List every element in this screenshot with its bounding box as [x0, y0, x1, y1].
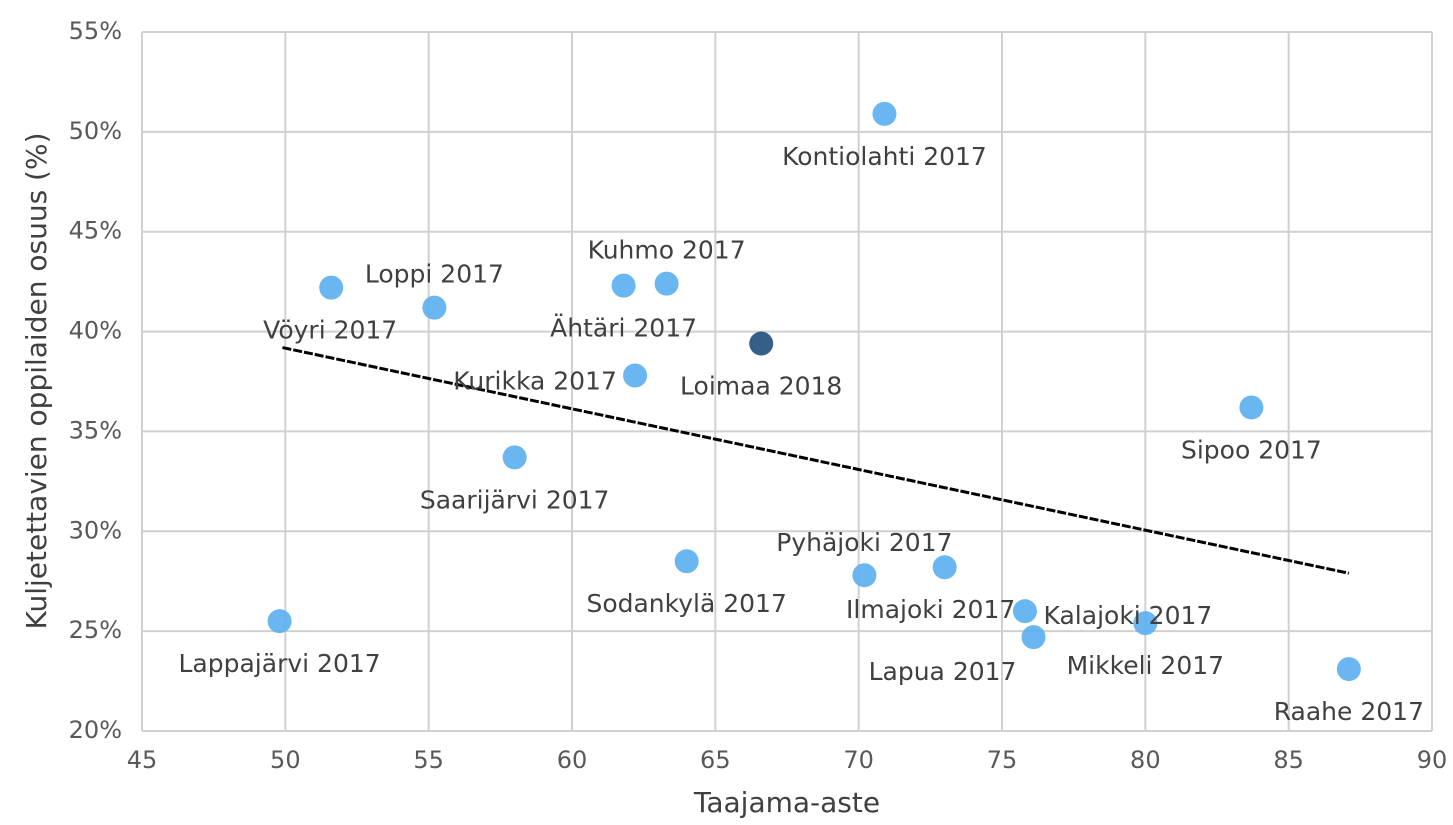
data-point: [852, 563, 877, 588]
y-tick-label: 40%: [69, 317, 122, 345]
data-label: Sipoo 2017: [1181, 435, 1322, 464]
data-point: [1133, 611, 1158, 636]
data-point: [749, 331, 774, 356]
data-point: [1012, 599, 1037, 624]
data-label: Ilmajoki 2017: [846, 595, 1015, 624]
y-tick-label: 30%: [69, 516, 122, 544]
data-label: Kontiolahti 2017: [782, 142, 987, 171]
data-point: [932, 555, 957, 580]
x-tick-label: 70: [843, 746, 874, 774]
y-tick-label: 50%: [69, 117, 122, 145]
data-point: [502, 445, 527, 470]
x-tick-label: 65: [700, 746, 731, 774]
data-point: [267, 609, 292, 634]
data-label: Ähtäri 2017: [550, 314, 697, 343]
data-point: [623, 363, 648, 388]
x-tick-label: 75: [987, 746, 1018, 774]
y-tick-label: 55%: [69, 17, 122, 45]
data-point: [422, 295, 447, 320]
data-point: [1239, 395, 1264, 420]
data-point: [1021, 625, 1046, 650]
y-tick-label: 25%: [69, 616, 122, 644]
x-axis-label: Taajama-aste: [693, 786, 880, 819]
data-label: Lapua 2017: [869, 657, 1017, 686]
data-label: Loimaa 2018: [680, 372, 842, 401]
data-label: Vöyri 2017: [263, 316, 397, 345]
data-point: [654, 271, 679, 296]
y-tick-label: 45%: [69, 217, 122, 245]
data-label: Kurikka 2017: [453, 367, 617, 396]
x-tick-label: 80: [1130, 746, 1161, 774]
data-point: [319, 275, 344, 300]
data-label: Kalajoki 2017: [1044, 601, 1213, 630]
y-tick-label: 20%: [69, 716, 122, 744]
data-label: Raahe 2017: [1274, 697, 1424, 726]
data-label: Lappajärvi 2017: [179, 649, 381, 678]
x-tick-label: 90: [1417, 746, 1448, 774]
data-label: Loppi 2017: [365, 260, 504, 289]
x-tick-label: 55: [413, 746, 444, 774]
data-label: Sodankylä 2017: [586, 589, 786, 618]
data-point: [872, 101, 897, 126]
x-tick-label: 50: [270, 746, 301, 774]
data-label: Kuhmo 2017: [588, 236, 746, 265]
x-tick-label: 45: [127, 746, 158, 774]
trendline: [282, 346, 1350, 575]
data-label: Pyhäjoki 2017: [776, 528, 952, 557]
data-point: [1336, 657, 1361, 682]
y-axis-label: Kuljetettavien oppilaiden osuus (%): [20, 132, 53, 629]
data-label: Mikkeli 2017: [1067, 651, 1224, 680]
x-tick-label: 60: [557, 746, 588, 774]
y-tick-label: 35%: [69, 416, 122, 444]
data-point: [674, 549, 699, 574]
x-tick-label: 85: [1273, 746, 1304, 774]
data-label: Saarijärvi 2017: [420, 485, 610, 514]
data-point: [611, 273, 636, 298]
